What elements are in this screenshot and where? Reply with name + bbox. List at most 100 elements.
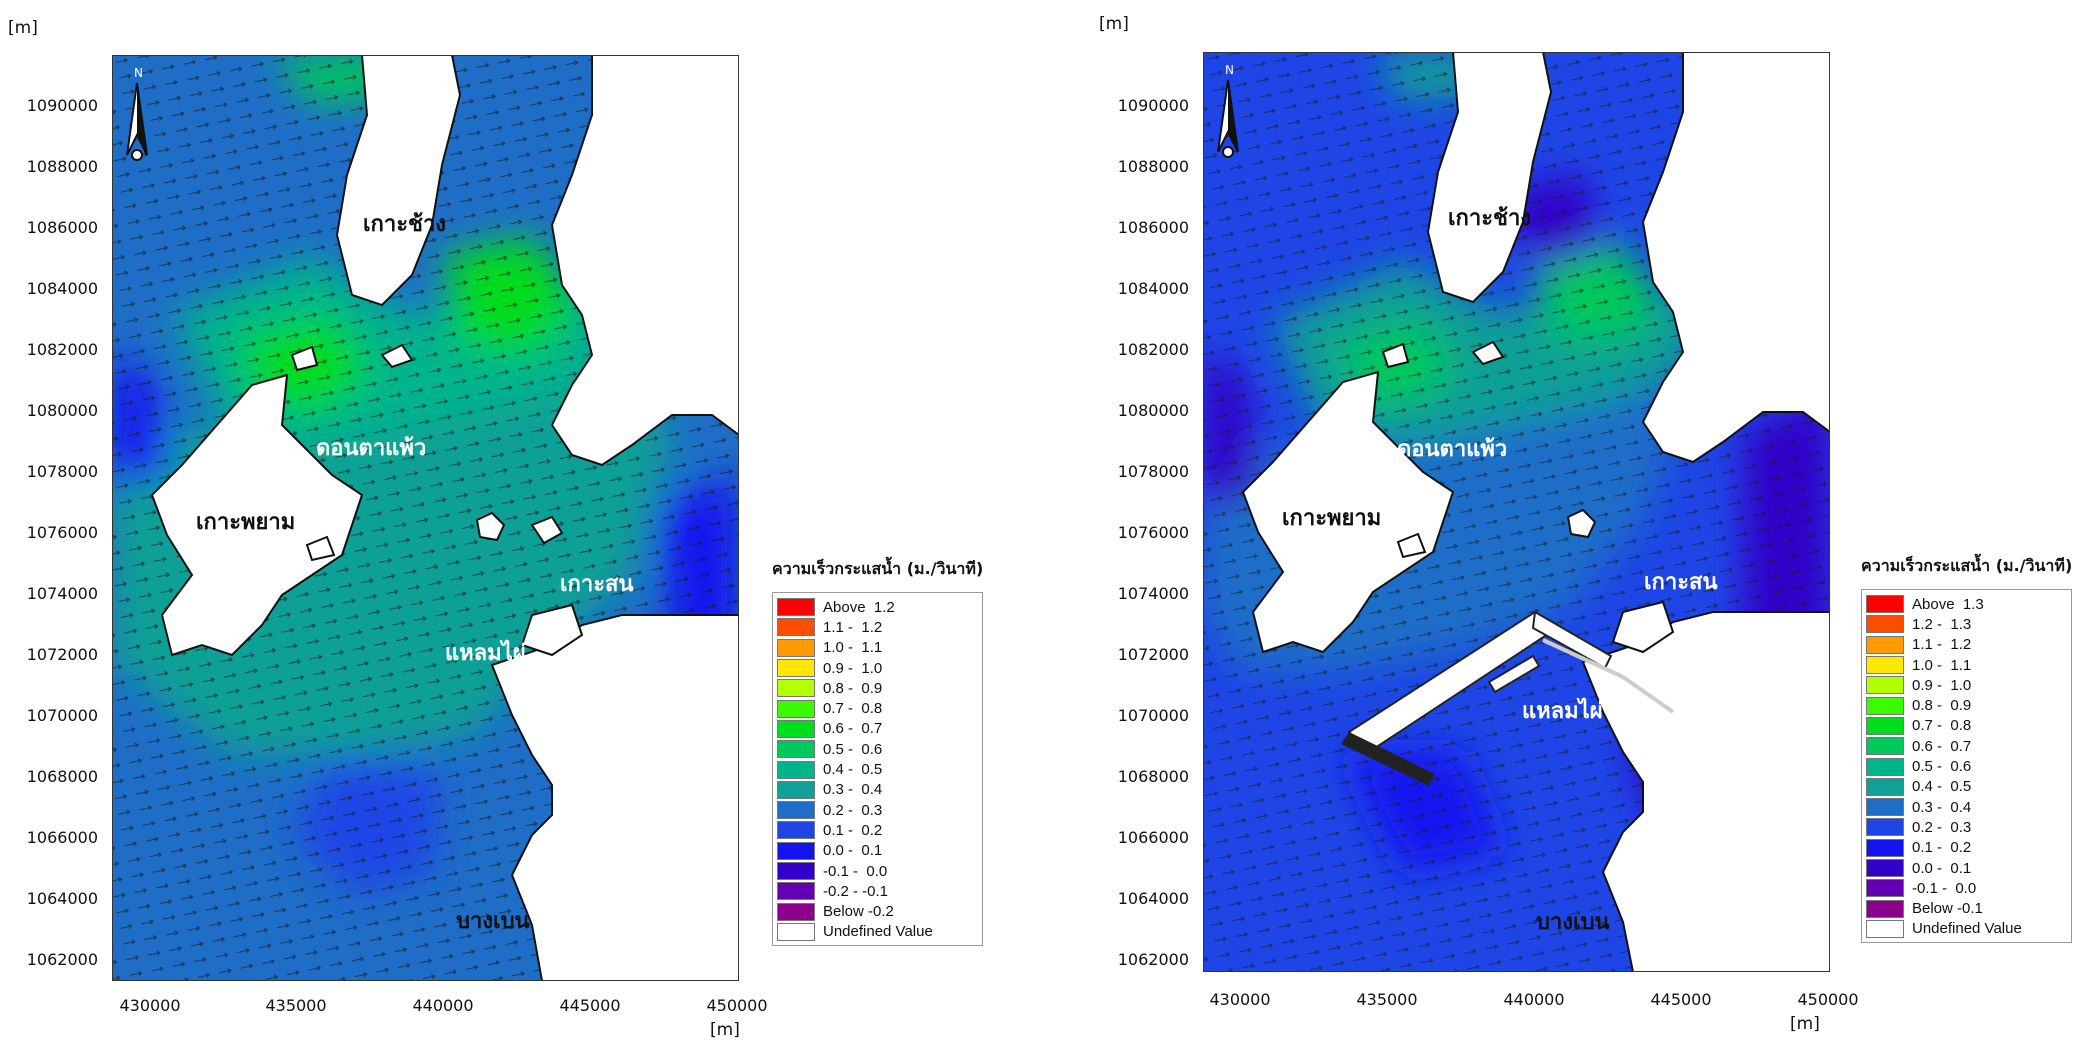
- legend-label: 0.7 - 0.8: [823, 700, 883, 718]
- legend-swatch: [1866, 595, 1904, 614]
- legend-label: 0.9 - 1.0: [823, 659, 883, 677]
- y-tick-label: 1074000: [1117, 584, 1189, 603]
- legend-swatch: [777, 659, 815, 678]
- island-koh-chang: [1426, 52, 1553, 304]
- y-tick-label: 1086000: [26, 218, 98, 237]
- y-tick-label: 1084000: [1117, 279, 1189, 298]
- x-tick-label: 445000: [1650, 990, 1712, 1009]
- legend-item: 0.4 - 0.5: [1866, 777, 2067, 797]
- legend-swatch: [1866, 716, 1904, 735]
- legend-label: 0.5 - 0.6: [1912, 758, 1972, 776]
- legend-item: 1.0 - 1.1: [1866, 655, 2067, 675]
- y-tick-label: 1068000: [1117, 767, 1189, 786]
- island-koh-phayam: [150, 373, 364, 657]
- legend-item: 0.3 - 0.4: [777, 780, 978, 800]
- legend-item: 1.2 - 1.3: [1866, 614, 2067, 634]
- current-velocity-map: N: [1203, 52, 1830, 972]
- legend-label: 0.6 - 0.7: [823, 720, 883, 738]
- y-axis-unit: [m]: [8, 18, 38, 38]
- mainland-north: [550, 55, 739, 467]
- legend-item: 0.6 - 0.7: [1866, 736, 2067, 756]
- legend-item: 0.5 - 0.6: [777, 739, 978, 759]
- legend-label: 1.0 - 1.1: [823, 639, 883, 657]
- y-tick-label: 1064000: [1117, 889, 1189, 908]
- legend-swatch: [1866, 899, 1904, 918]
- x-axis-unit: [m]: [710, 1020, 740, 1040]
- legend-swatch: [777, 922, 815, 941]
- legend-label: 0.9 - 1.0: [1912, 676, 1972, 694]
- legend-item: Undefined Value: [777, 922, 978, 942]
- legend-label: -0.1 - 0.0: [1912, 879, 1977, 897]
- place-label-koh-chang: เกาะช้าง: [363, 212, 447, 237]
- y-tick-label: 1080000: [1117, 401, 1189, 420]
- legend-item: 0.8 - 0.9: [1866, 695, 2067, 715]
- legend-swatch: [1866, 777, 1904, 796]
- y-tick-label: 1072000: [1117, 645, 1189, 664]
- legend-label: 1.2 - 1.3: [1912, 615, 1972, 633]
- y-tick-label: 1064000: [26, 889, 98, 908]
- y-tick-label: 1090000: [26, 96, 98, 115]
- legend-swatch: [1866, 859, 1904, 877]
- place-label-laem-phai: แหลมไผ่: [445, 641, 526, 666]
- svg-text:N: N: [134, 66, 143, 80]
- y-tick-label: 1066000: [1117, 828, 1189, 847]
- legend-label: 0.0 - 0.1: [1912, 859, 1972, 877]
- y-tick-label: 1070000: [26, 706, 98, 725]
- legend-label: 0.7 - 0.8: [1912, 717, 1972, 735]
- place-label-bang-ben: บางเบน: [1536, 910, 1610, 935]
- current-map-panel-existing: [m] [m] 1090000 1088000 1086000 1084000 …: [0, 0, 1040, 1047]
- legend-swatch: [1866, 879, 1904, 898]
- legend-item: Below -0.2: [777, 901, 978, 921]
- legend-swatch: [1866, 798, 1904, 817]
- legend-label: Undefined Value: [1912, 920, 2022, 938]
- legend-item: Undefined Value: [1866, 919, 2067, 939]
- islet: [1566, 508, 1597, 539]
- legend-swatch: [1866, 919, 1904, 938]
- velocity-field: N: [1203, 52, 1830, 972]
- mainland-south: [1581, 611, 1830, 972]
- legend-label: Above 1.2: [823, 598, 895, 616]
- legend-swatch: [777, 618, 815, 637]
- map-frame: [1203, 52, 1830, 972]
- legend-item: 0.6 - 0.7: [777, 719, 978, 739]
- y-tick-label: 1088000: [26, 157, 98, 176]
- legend-swatch: [777, 719, 815, 738]
- legend-swatch: [1866, 737, 1904, 756]
- legend-swatch: [777, 862, 815, 880]
- legend-label: 0.8 - 0.9: [823, 679, 883, 697]
- y-tick-label: 1074000: [26, 584, 98, 603]
- legend-swatch: [1866, 838, 1904, 857]
- legend-label: 0.1 - 0.2: [823, 821, 883, 839]
- mainland-south: [490, 614, 739, 981]
- x-tick-label: 445000: [559, 996, 621, 1015]
- velocity-legend: ความเร็วกระแสน้ำ (ม./วินาที) Above 1.3 1…: [1861, 554, 2073, 944]
- y-tick-label: 1078000: [26, 462, 98, 481]
- legend-label: Undefined Value: [823, 923, 933, 941]
- legend-item: -0.1 - 0.0: [777, 861, 978, 881]
- legend-item: 0.3 - 0.4: [1866, 797, 2067, 817]
- island-koh-son: [1611, 600, 1675, 654]
- map-frame: [112, 55, 739, 981]
- legend-swatch: [1866, 696, 1904, 715]
- legend-swatch: [777, 679, 815, 698]
- legend-item: Above 1.3: [1866, 594, 2067, 614]
- place-label-koh-chang: เกาะช้าง: [1448, 206, 1532, 231]
- x-tick-label: 435000: [1356, 990, 1418, 1009]
- legend-item: 0.0 - 0.1: [777, 841, 978, 861]
- legend-item: 0.9 - 1.0: [777, 658, 978, 678]
- x-tick-label: 450000: [706, 996, 768, 1015]
- legend-swatch: [777, 699, 815, 718]
- y-tick-label: 1078000: [1117, 462, 1189, 481]
- islet: [1381, 342, 1410, 369]
- island-koh-son: [520, 603, 584, 657]
- legend-item: Above 1.2: [777, 597, 978, 617]
- x-tick-label: 430000: [1209, 990, 1271, 1009]
- legend-label: 0.4 - 0.5: [823, 761, 883, 779]
- legend-title: ความเร็วกระแสน้ำ (ม./วินาที): [772, 559, 984, 578]
- legend-label: 1.0 - 1.1: [1912, 656, 1972, 674]
- legend-label: 0.2 - 0.3: [823, 801, 883, 819]
- current-map-panel-project: [m] [m] 1090000 1088000 1086000 1084000 …: [1085, 0, 2094, 1047]
- legend-label: Above 1.3: [1912, 595, 1984, 613]
- svg-text:N: N: [1225, 63, 1234, 77]
- y-tick-label: 1062000: [1117, 950, 1189, 969]
